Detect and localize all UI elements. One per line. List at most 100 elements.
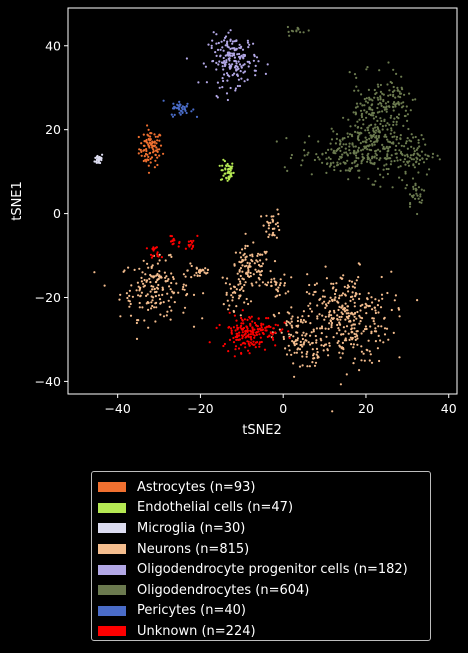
data-point [156,254,159,258]
data-point [244,329,247,332]
data-point [227,54,230,57]
data-point [304,339,307,342]
data-point [95,161,98,164]
data-point [358,292,361,296]
data-point [355,317,358,320]
data-point [395,144,398,147]
data-point [376,119,379,122]
data-point [229,39,232,43]
data-point [241,264,244,267]
data-point [356,337,359,340]
data-point [393,117,396,120]
data-point [380,325,383,328]
data-point [395,135,399,139]
data-point [373,156,376,159]
series-6 [162,99,199,118]
data-point [263,348,267,351]
data-point [158,253,161,256]
data-point [272,231,275,234]
data-point [288,34,291,37]
data-point [147,158,150,162]
data-point [137,294,140,297]
data-point [233,290,236,293]
data-point [410,158,413,161]
data-point [196,274,199,277]
data-point [301,355,304,358]
data-point [249,300,253,303]
data-point [222,158,225,161]
data-point [332,130,335,133]
x-tick-label: 40 [441,401,457,416]
data-point [323,318,326,321]
data-point [379,122,382,126]
data-point [229,86,232,90]
data-point [368,96,371,99]
data-point [266,335,269,338]
data-point [142,144,145,147]
data-point [302,310,305,313]
data-point [387,100,390,103]
data-point [270,281,273,284]
data-point [234,329,237,332]
data-point [365,312,368,315]
data-point [372,114,375,117]
data-point [339,169,342,172]
data-point [237,60,240,63]
data-point [147,128,150,131]
data-point [234,345,238,348]
data-point [244,258,247,261]
data-point [408,205,412,208]
data-point [347,332,350,335]
data-point [308,365,311,368]
data-point [397,308,401,311]
data-point [374,311,377,315]
data-point [240,77,243,80]
data-point [338,351,341,354]
data-point [173,301,176,304]
data-point [239,70,242,73]
data-point [257,60,260,63]
x-tick-label: −20 [187,401,213,416]
data-point [354,145,357,148]
data-point [389,141,392,144]
data-point [262,323,265,326]
data-point [261,331,264,334]
data-point [231,42,234,45]
data-point [292,362,295,365]
data-point [269,325,272,329]
data-point [308,292,311,295]
data-point [284,347,287,350]
data-point [128,289,131,292]
data-point [315,339,318,342]
data-point [287,333,291,336]
data-point [258,270,261,273]
data-point [153,140,156,143]
data-point [223,73,226,76]
data-point [217,63,220,66]
data-point [341,138,344,141]
data-point [277,312,281,315]
data-point [392,120,395,123]
data-point [299,340,302,343]
data-point [261,281,264,284]
data-point [359,142,362,145]
data-point [228,59,231,62]
data-point [406,155,409,158]
data-point [150,301,153,304]
data-point [293,340,296,344]
legend-item-oligodendrocytes: Oligodendrocytes (n=604) [98,580,430,601]
data-point [289,333,293,336]
data-point [327,301,330,305]
data-point [371,144,374,147]
data-point [164,280,167,283]
data-point [161,288,165,291]
data-point [183,306,187,309]
data-point [328,342,331,345]
data-point [129,302,132,306]
data-point [255,259,258,262]
data-point [382,341,385,344]
data-point [247,335,250,338]
data-point [355,76,358,79]
data-point [182,273,185,276]
data-point [253,262,256,265]
